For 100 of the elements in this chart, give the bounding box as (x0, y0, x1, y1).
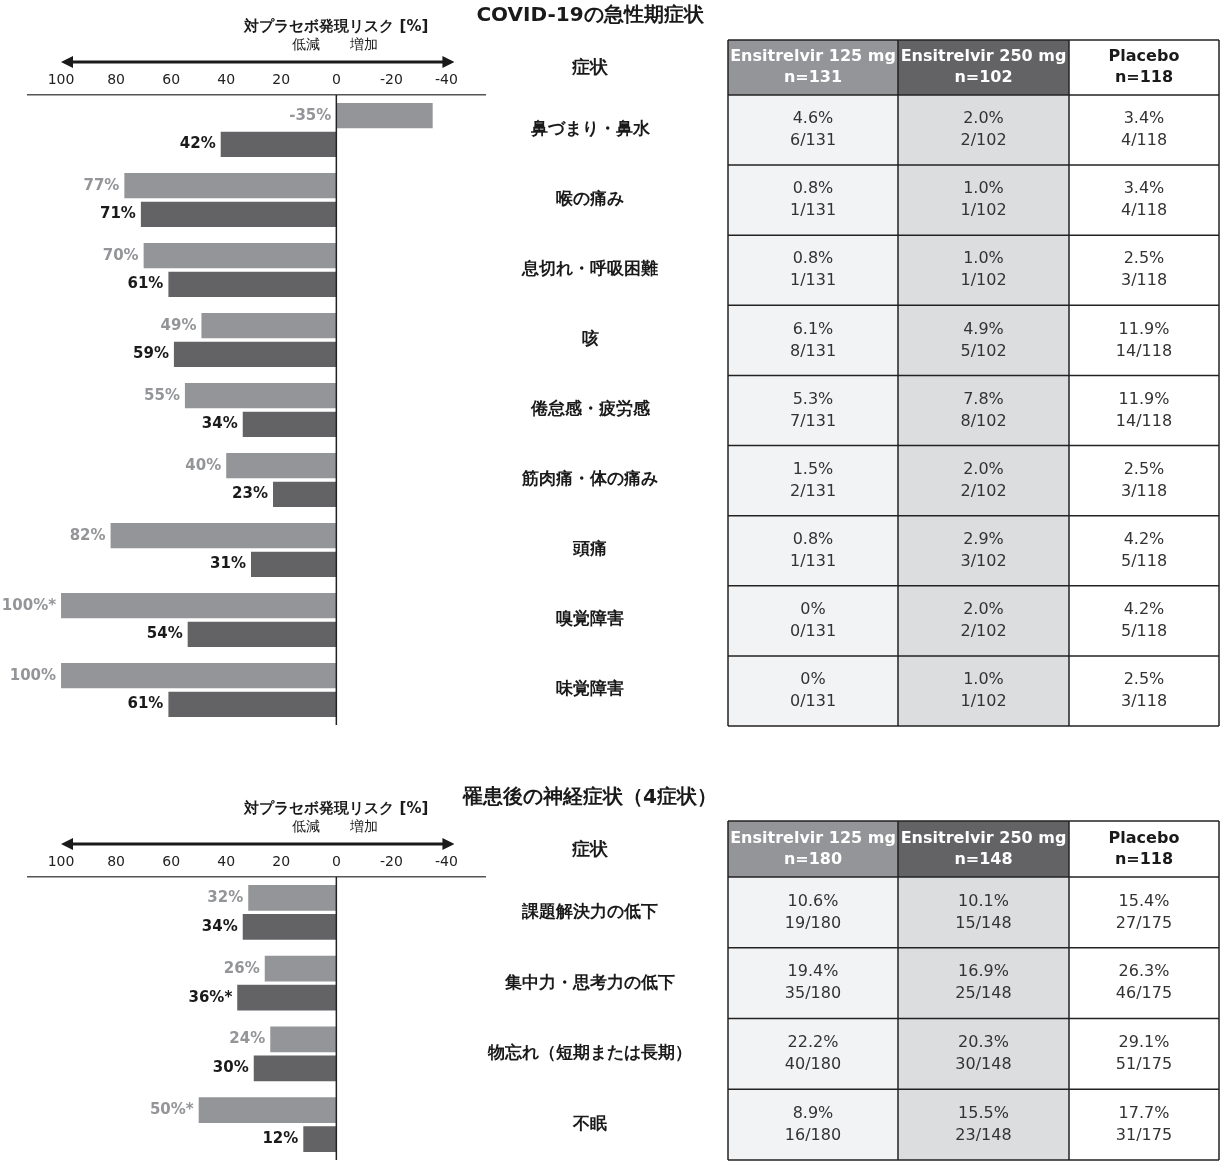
data-label: 24% (229, 1029, 266, 1048)
bar (61, 663, 337, 689)
y-tick-label: 集中力・思考力の低下 (504, 971, 675, 992)
bar (336, 103, 433, 129)
x-tick-label: 20 (272, 853, 291, 870)
bar (242, 411, 337, 437)
y-tick-label: 頭痛 (572, 538, 607, 559)
data-label: 82% (69, 525, 106, 544)
text: 低減 (292, 817, 321, 834)
bar (303, 1126, 337, 1152)
bar (168, 691, 337, 717)
text: COVID-19の急性期症状 (476, 2, 705, 27)
text: 11.9% 14/118 (1115, 318, 1173, 360)
data-label: 34% (201, 916, 238, 935)
text: 20.3% 30/148 (955, 1032, 1012, 1074)
bar (270, 1026, 337, 1053)
x-axis-title: 対プラセボ発現リスク [%] (243, 16, 429, 35)
data-label: 50%* (149, 1100, 194, 1119)
text: 16.9% 25/148 (955, 961, 1012, 1003)
text: 増加 (349, 35, 379, 52)
text: 4.2% 5/118 (1120, 528, 1168, 570)
data-label: 61% (127, 694, 164, 713)
category-label: Ensitrelvir 125 mg n=131 (730, 46, 896, 87)
text: 罹患後の神経症状（4症状） (462, 784, 717, 809)
y-tick-label: 不眠 (572, 1113, 607, 1134)
x-tick-label: 80 (107, 71, 126, 88)
bar (198, 1097, 337, 1123)
data-label: 55% (144, 385, 180, 404)
text: 2.5% 3/118 (1120, 248, 1168, 290)
x-tick-label: 60 (162, 853, 181, 870)
bar (187, 621, 337, 647)
bar (124, 173, 337, 199)
text: 0.8% 1/131 (789, 528, 837, 570)
category-label: Ensitrelvir 125 mg n=180 (730, 827, 896, 868)
bar (110, 523, 337, 549)
data-label: 42% (179, 134, 216, 153)
data-label: 49% (160, 315, 197, 334)
bar (184, 383, 337, 409)
text: 7.8% 8/102 (960, 388, 1007, 430)
data-label: 54% (146, 624, 183, 643)
y-tick-label: 課題解決力の低下 (521, 900, 658, 921)
bar (253, 1055, 337, 1082)
data-label: 34% (201, 414, 238, 433)
y-axis-title: 症状 (571, 837, 609, 859)
y-tick-label: 咳 (581, 328, 599, 349)
data-label: 100% (9, 665, 57, 684)
text: 2.5% 3/118 (1120, 458, 1168, 500)
y-tick-label: 嗅覚障害 (556, 608, 624, 629)
category-label: Placebo n=118 (1108, 827, 1180, 868)
x-tick-label: 60 (162, 71, 181, 88)
text: 2.5% 3/118 (1120, 669, 1168, 711)
text: 5.3% 7/131 (789, 388, 837, 430)
text: 2.0% 2/102 (960, 458, 1007, 500)
bar (201, 313, 337, 339)
x-tick-label: 40 (217, 71, 236, 88)
bar (140, 201, 337, 227)
text: 22.2% 40/180 (784, 1032, 842, 1074)
y-tick-label: 息切れ・呼吸困難 (521, 258, 658, 279)
bar (242, 914, 337, 940)
data-label: 12% (262, 1129, 299, 1148)
text: 1.5% 2/131 (789, 458, 837, 500)
text: 11.9% 14/118 (1115, 388, 1173, 430)
bar (173, 341, 337, 367)
y-tick-label: 鼻づまり・鼻水 (529, 118, 651, 139)
data-label: 26% (223, 958, 260, 977)
y-tick-label: 筋肉痛・体の痛み (521, 468, 658, 489)
x-axis-title: 対プラセボ発現リスク [%] (243, 798, 429, 817)
category-label: Ensitrelvir 250 mg n=102 (900, 46, 1067, 87)
bar (237, 984, 337, 1011)
category-label: Placebo n=118 (1108, 46, 1180, 87)
x-tick-label: -20 (379, 71, 403, 88)
y-axis-title: 症状 (571, 55, 609, 77)
data-label: 77% (83, 175, 120, 194)
text: 4.6% 6/131 (789, 108, 837, 150)
text: 1.0% 1/102 (960, 248, 1007, 290)
text: 3.4% 4/118 (1120, 178, 1168, 220)
data-label: 59% (133, 344, 169, 363)
text: 29.1% 51/175 (1115, 1032, 1173, 1074)
text: 26.3% 46/175 (1115, 961, 1173, 1003)
data-label: 40% (185, 455, 222, 474)
bar (61, 593, 337, 619)
text: 0.8% 1/131 (789, 178, 837, 220)
x-tick-label: 40 (217, 853, 236, 870)
x-tick-label: 20 (272, 71, 291, 88)
data-label: 30% (212, 1058, 249, 1077)
text: 0% 0/131 (789, 669, 837, 711)
text: 4.2% 5/118 (1120, 598, 1168, 640)
data-label: 61% (127, 274, 164, 293)
text: 3.4% 4/118 (1120, 108, 1168, 150)
data-label: 36%* (188, 987, 233, 1006)
text: 15.4% 27/175 (1115, 890, 1173, 932)
x-tick-label: 100 (47, 71, 75, 88)
x-tick-label: 0 (331, 71, 341, 88)
bar (143, 243, 337, 269)
text: 0% 0/131 (789, 598, 837, 640)
text: 17.7% 31/175 (1115, 1102, 1173, 1144)
bar (248, 885, 337, 911)
x-tick-label: 0 (331, 853, 341, 870)
text: 2.0% 2/102 (960, 108, 1007, 150)
x-tick-label: 80 (107, 853, 126, 870)
